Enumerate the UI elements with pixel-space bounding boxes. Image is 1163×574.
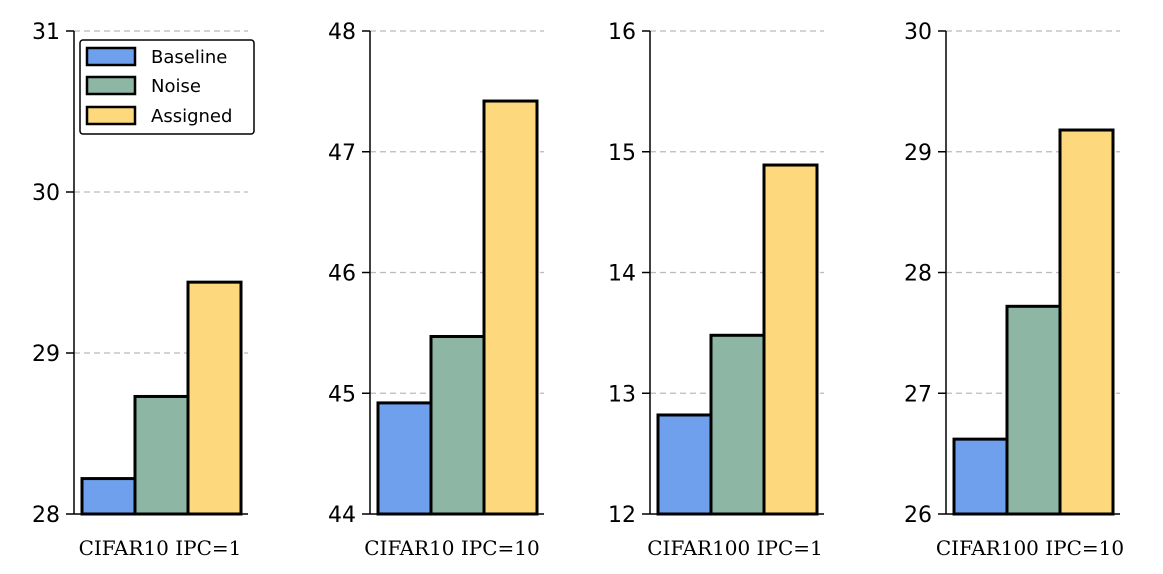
legend-label-baseline: Baseline [151,47,227,68]
y-tick-label: 12 [608,503,636,528]
y-tick-label: 14 [608,262,636,287]
y-tick-label: 15 [608,141,636,166]
panels-layer: 28 29 30 31 CIFAR10 IPC=1 44 45 46 47 48 CIFAR10 I… [32,20,1124,560]
legend-label-assigned: Assigned [151,106,232,127]
bar-assigned [186,280,243,516]
y-tick-label: 27 [904,382,932,407]
y-tick-label: 13 [608,382,636,407]
x-axis-label: CIFAR100 IPC=10 [936,536,1124,560]
y-tick-label: 44 [328,503,356,528]
panel-3: 12 13 14 15 16 CIFAR100 IPC=1 [608,20,824,560]
bar-baseline [656,413,713,516]
y-tick-label: 47 [328,141,356,166]
bar-assigned [762,163,819,516]
y-tick-label: 28 [32,503,60,528]
y-tick-label: 30 [32,181,60,206]
y-tick-label: 31 [32,20,60,45]
legend: Baseline Noise Assigned [79,39,255,135]
bar-assigned [482,99,539,516]
y-tick-label: 29 [32,342,60,367]
legend-swatch-noise [85,75,137,96]
legend-swatch-baseline [85,46,137,67]
y-tick-label: 30 [904,20,932,45]
bar-noise [429,334,486,516]
y-tick-label: 29 [904,141,932,166]
bar-baseline [80,477,137,516]
panel-1: 28 29 30 31 CIFAR10 IPC=1 [32,20,248,560]
bar-baseline [376,401,433,516]
y-tick-label: 48 [328,20,356,45]
legend-label-noise: Noise [151,76,201,97]
y-tick-label: 28 [904,262,932,287]
x-axis-label: CIFAR100 IPC=1 [647,536,823,560]
bar-noise [709,333,766,516]
legend-swatch-assigned [85,105,137,126]
x-axis-label: CIFAR10 IPC=1 [79,536,242,560]
bar-baseline [952,437,1009,516]
bar-noise [1005,304,1062,516]
x-axis-label: CIFAR10 IPC=10 [364,536,540,560]
y-tick-label: 16 [608,20,636,45]
y-tick-label: 46 [328,262,356,287]
panel-4: 26 27 28 29 30 CIFAR100 IPC=10 [904,20,1124,560]
panel-2: 44 45 46 47 48 CIFAR10 IPC=10 [328,20,544,560]
y-tick-label: 45 [328,382,356,407]
bar-noise [133,394,190,516]
y-tick-label: 26 [904,503,932,528]
bar-assigned [1058,128,1115,516]
